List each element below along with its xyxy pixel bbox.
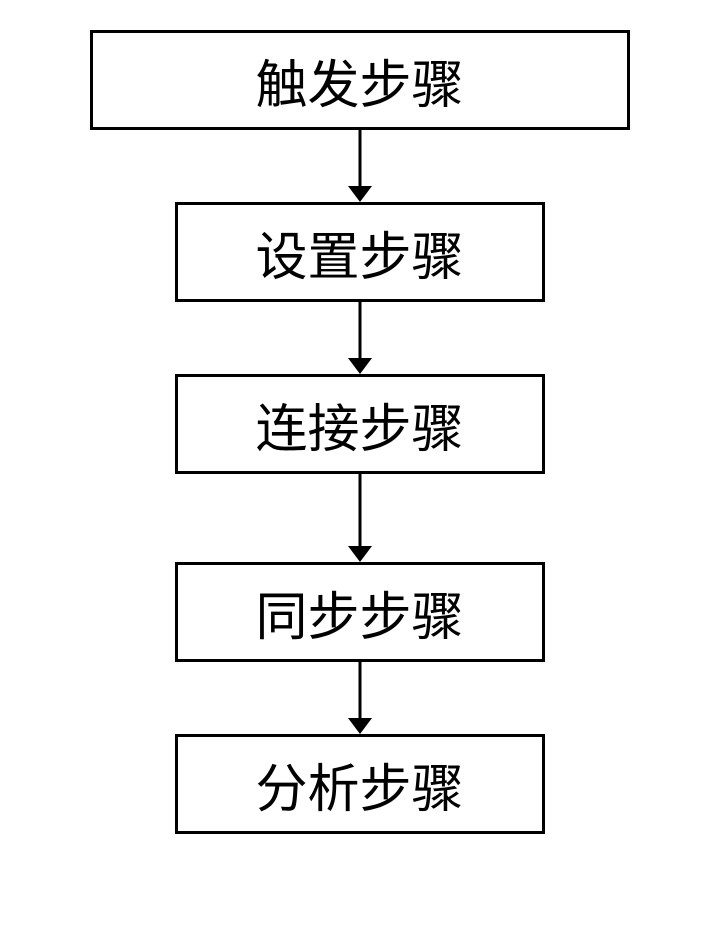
flowchart-arrow-3 [348,474,372,562]
flowchart-arrow-1 [348,130,372,202]
flowchart-node-5: 分析步骤 [175,734,545,834]
flowchart-node-1: 触发步骤 [90,30,630,130]
flowchart-node-5-label: 分析步骤 [255,747,463,822]
flowchart-node-3-label: 连接步骤 [255,387,463,462]
flowchart-container: 触发步骤 设置步骤 连接步骤 同步步骤 分析步骤 [0,30,719,834]
flowchart-node-4: 同步步骤 [175,562,545,662]
flowchart-arrow-4 [348,662,372,734]
flowchart-arrow-2 [348,302,372,374]
flowchart-node-4-label: 同步步骤 [255,575,463,650]
flowchart-node-2-label: 设置步骤 [255,215,463,290]
flowchart-node-1-label: 触发步骤 [255,43,463,118]
flowchart-node-2: 设置步骤 [175,202,545,302]
flowchart-node-3: 连接步骤 [175,374,545,474]
